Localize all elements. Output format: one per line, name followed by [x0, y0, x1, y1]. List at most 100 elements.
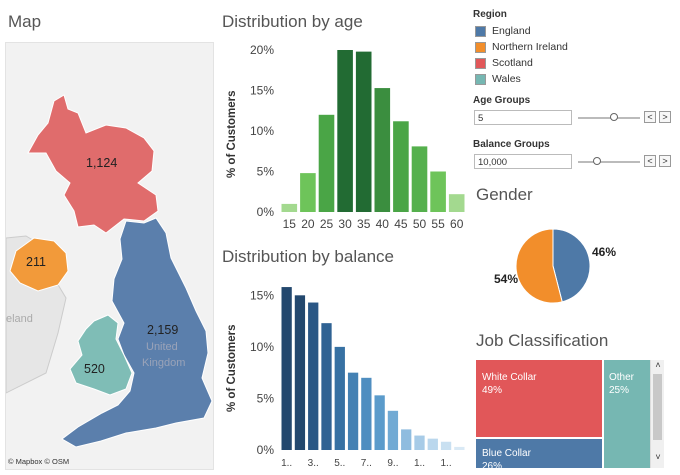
x-tick-label: 50: [413, 217, 427, 231]
treemap-label: Other: [609, 372, 635, 383]
y-tick-label: 10%: [250, 340, 274, 354]
legend-title: Region: [473, 9, 507, 20]
country-label: United: [146, 341, 178, 353]
bar: [281, 287, 292, 450]
bar: [334, 346, 345, 450]
x-tick-label: 15: [283, 217, 297, 231]
y-tick-label: 10%: [250, 124, 274, 138]
age-groups-input[interactable]: 5: [474, 110, 572, 125]
legend-item-scotland[interactable]: Scotland: [475, 55, 568, 71]
bar: [448, 194, 465, 212]
treemap-label: White Collar: [482, 372, 537, 383]
legend-label: Northern Ireland: [492, 41, 568, 53]
bar: [321, 323, 332, 450]
treemap-scrollbar[interactable]: ˄ ˅: [650, 360, 664, 468]
scroll-thumb[interactable]: [653, 374, 662, 440]
gender-pie: [515, 228, 591, 304]
age-next-button[interactable]: >: [659, 111, 671, 123]
balance-groups-slider[interactable]: [578, 157, 640, 167]
bar: [387, 410, 399, 450]
x-tick-label: 9..: [387, 458, 398, 469]
legend-item-england[interactable]: England: [475, 23, 568, 39]
region-scotland[interactable]: [27, 94, 159, 234]
age-prev-button[interactable]: <: [644, 111, 656, 123]
scroll-up-button[interactable]: ˄: [655, 360, 661, 370]
job-treemap: White Collar 49% Other 25% Blue Collar 2…: [476, 360, 650, 468]
x-tick-label: 45: [394, 217, 408, 231]
y-tick-label: 5%: [257, 391, 275, 405]
x-tick-label: 25: [320, 217, 334, 231]
legend-swatch: [475, 41, 486, 53]
balance-groups-input[interactable]: 10,000: [474, 154, 572, 169]
x-tick-label: 1..: [414, 458, 425, 469]
bar: [294, 295, 306, 450]
x-tick-label: 5..: [334, 458, 345, 469]
ireland-label: eland: [6, 313, 33, 325]
scroll-down-button[interactable]: ˅: [655, 452, 661, 462]
y-tick-label: 15%: [250, 288, 274, 302]
bar: [361, 377, 372, 450]
x-tick-label: 60: [450, 217, 464, 231]
scotland-value: 1,124: [86, 156, 118, 170]
bar: [374, 395, 385, 450]
treemap-white-collar[interactable]: White Collar 49%: [476, 360, 602, 437]
legend-label: Scotland: [492, 57, 533, 69]
age-y-axis-label: % of Customers: [226, 90, 238, 178]
slider-knob[interactable]: [593, 157, 602, 165]
y-tick-label: 20%: [250, 43, 274, 57]
bar: [355, 51, 372, 213]
y-tick-label: 0%: [257, 205, 275, 219]
bar: [414, 435, 425, 450]
legend-label: England: [492, 25, 531, 37]
legend-item-northern-ireland[interactable]: Northern Ireland: [475, 39, 568, 55]
age-chart-title: Distribution by age: [222, 12, 363, 31]
bar: [440, 441, 452, 450]
legend-swatch: [475, 57, 486, 69]
slider-track: [578, 161, 640, 163]
uk-map: [6, 94, 213, 448]
bar: [427, 438, 438, 450]
x-tick-label: 55: [431, 217, 445, 231]
age-groups-slider[interactable]: [578, 113, 640, 123]
northern-ireland-value: 211: [26, 255, 46, 269]
treemap-other[interactable]: Other 25%: [604, 360, 650, 468]
legend-item-wales[interactable]: Wales: [475, 71, 568, 87]
y-tick-label: 15%: [250, 84, 274, 98]
legend-swatch: [475, 25, 486, 37]
bar: [318, 114, 335, 212]
x-tick-label: 1..: [441, 458, 452, 469]
map-view[interactable]: 1,124 211 520 2,159 United Kingdom eland…: [5, 42, 214, 470]
bar: [454, 446, 465, 450]
region-northern-ireland[interactable]: [9, 237, 69, 292]
balance-chart: 0% 5% 10% 15% 1.. 3.. 5.. 7.. 9.. 1.. 1..: [250, 287, 465, 469]
x-tick-label: 1..: [281, 458, 292, 469]
gender-title: Gender: [476, 185, 533, 204]
age-chart: 0% 5% 10% 15% 20% 15 20 25 30 35 40 45 50 55 60: [250, 43, 465, 231]
balance-next-button[interactable]: >: [659, 155, 671, 167]
bar: [337, 50, 353, 212]
pie-slice-male: [552, 228, 591, 303]
region-wales[interactable]: [69, 314, 133, 396]
x-tick-label: 3..: [308, 458, 319, 469]
y-tick-label: 0%: [257, 443, 275, 457]
x-tick-label: 20: [301, 217, 315, 231]
region-england[interactable]: [61, 217, 213, 448]
y-tick-label: 5%: [257, 165, 275, 179]
slider-knob[interactable]: [610, 113, 619, 121]
map-attribution[interactable]: © Mapbox © OSM: [8, 457, 70, 466]
bar: [308, 302, 319, 450]
balance-chart-title: Distribution by balance: [222, 247, 394, 266]
balance-groups-label: Balance Groups: [473, 139, 550, 150]
england-value: 2,159: [147, 323, 179, 337]
bar: [300, 173, 316, 212]
bar: [411, 146, 428, 212]
treemap-blue-collar[interactable]: Blue Collar 26%: [476, 439, 602, 468]
slider-track: [578, 117, 640, 119]
balance-prev-button[interactable]: <: [644, 155, 656, 167]
country-label-2: Kingdom: [142, 357, 186, 369]
region-legend: England Northern Ireland Scotland Wales: [475, 23, 568, 87]
x-tick-label: 7..: [361, 458, 372, 469]
gender-pie-label-male: 46%: [592, 245, 617, 259]
bar: [393, 121, 409, 212]
wales-value: 520: [84, 362, 105, 376]
